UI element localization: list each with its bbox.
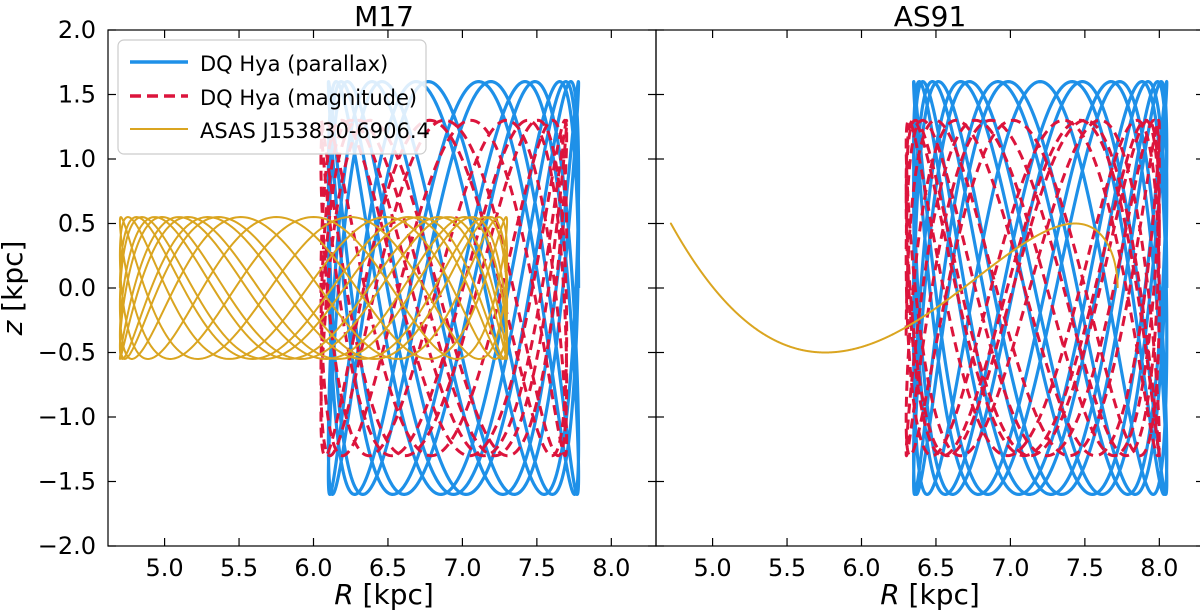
x-axis-unit: [kpc] (900, 578, 980, 611)
tick-group: 5.0 5.5 6.0 6.5 7.0 7.5 8.0 (656, 29, 1200, 582)
legend: DQ Hya (parallax) DQ Hya (magnitude) ASA… (117, 39, 430, 155)
y-tick-label: 1.5 (58, 81, 96, 109)
x-tick-label: 5.5 (768, 554, 806, 582)
x-tick-label: 6.5 (917, 554, 955, 582)
x-tick-label: 6.0 (294, 554, 332, 582)
x-tick-label: 6.0 (842, 554, 880, 582)
y-tick-label: −1.0 (38, 403, 96, 431)
x-tick-label: 7.0 (991, 554, 1029, 582)
y-tick-label: 0.0 (58, 274, 96, 302)
x-tick-label: 7.0 (443, 554, 481, 582)
legend-frame (117, 39, 427, 155)
y-axis-label: z [kpc] (0, 241, 29, 337)
x-tick-label: 8.0 (592, 554, 630, 582)
y-tick-label: −1.5 (38, 468, 96, 496)
panel-as91: AS91 5.0 5.5 6.0 6.5 7.0 7.5 8.0 R [kpc] (655, 0, 1200, 611)
y-axis-unit: [kpc] (0, 241, 29, 321)
plot-area (118, 80, 581, 496)
legend-label-asas: ASAS J153830-6906.4 (200, 119, 430, 143)
x-tick-label: 7.5 (518, 554, 556, 582)
x-axis-unit: [kpc] (354, 578, 434, 611)
series-line-magnitude (904, 118, 1161, 458)
y-tick-label: −0.5 (38, 339, 96, 367)
series-line-asas (118, 216, 509, 360)
panel-m17: M17 5.0 5.5 6.0 6.5 7.0 7.5 8.0 2.0 1.5 1.0 0.5 0.0… (0, 0, 657, 611)
legend-label-magnitude: DQ Hya (magnitude) (200, 86, 417, 110)
series-line-asas (669, 222, 1119, 354)
plot-area (669, 80, 1169, 496)
panel-title: M17 (354, 0, 414, 33)
series-line-magnitude (319, 118, 569, 458)
series-line-parallax (912, 80, 1169, 496)
x-tick-label: 5.0 (146, 554, 184, 582)
y-tick-label: −2.0 (38, 532, 96, 560)
x-tick-label: 8.0 (1140, 554, 1178, 582)
y-tick-label: 1.0 (58, 145, 96, 173)
x-tick-label: 6.5 (369, 554, 407, 582)
x-axis-label: R [kpc] (880, 578, 980, 611)
y-tick-label: 2.0 (58, 16, 96, 44)
x-tick-label: 5.0 (694, 554, 732, 582)
panel-title: AS91 (894, 0, 967, 33)
x-tick-label: 5.5 (220, 554, 258, 582)
x-axis-label: R [kpc] (334, 578, 434, 611)
legend-label-parallax: DQ Hya (parallax) (200, 52, 388, 76)
y-tick-label: 0.5 (58, 210, 96, 238)
tick-group: 5.0 5.5 6.0 6.5 7.0 7.5 8.0 2.0 1.5 1.0 0.5 0.0 −0.5… (38, 16, 656, 582)
series-line-parallax (326, 80, 581, 496)
x-tick-label: 7.5 (1066, 554, 1104, 582)
